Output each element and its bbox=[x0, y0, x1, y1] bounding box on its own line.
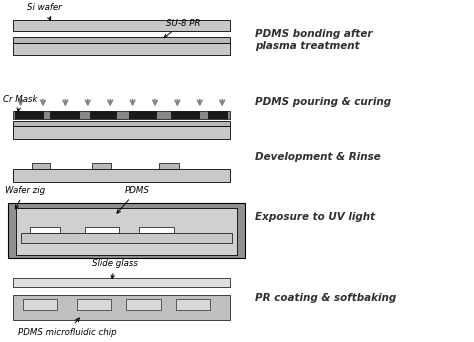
Bar bbox=[13, 295, 230, 320]
Text: PR coating & softbaking: PR coating & softbaking bbox=[255, 293, 396, 303]
Bar bbox=[16, 208, 237, 254]
Text: PDMS: PDMS bbox=[117, 186, 149, 213]
Bar bbox=[209, 111, 228, 119]
Bar bbox=[13, 20, 230, 31]
Text: Slide glass: Slide glass bbox=[92, 259, 137, 279]
Bar bbox=[171, 111, 201, 119]
Bar bbox=[13, 121, 230, 126]
Text: SU-8 PR: SU-8 PR bbox=[164, 18, 201, 38]
Bar bbox=[30, 227, 60, 233]
Text: PDMS pouring & curing: PDMS pouring & curing bbox=[255, 97, 391, 107]
Bar bbox=[176, 299, 210, 310]
Bar bbox=[13, 43, 230, 55]
Bar bbox=[20, 233, 232, 243]
Bar bbox=[13, 111, 230, 119]
Bar bbox=[77, 299, 111, 310]
Bar bbox=[32, 163, 50, 169]
Bar bbox=[50, 111, 80, 119]
Bar bbox=[139, 227, 174, 233]
Text: Cr Mask: Cr Mask bbox=[3, 94, 37, 111]
Bar bbox=[13, 126, 230, 139]
Bar bbox=[85, 227, 119, 233]
Bar bbox=[92, 163, 111, 169]
Bar bbox=[126, 299, 161, 310]
Bar bbox=[15, 111, 44, 119]
Bar bbox=[13, 169, 230, 182]
Bar bbox=[13, 278, 230, 287]
Text: PDMS microfluidic chip: PDMS microfluidic chip bbox=[18, 318, 116, 337]
Text: Wafer zig: Wafer zig bbox=[5, 186, 45, 209]
Bar bbox=[159, 163, 179, 169]
Text: Exposure to UV light: Exposure to UV light bbox=[255, 212, 375, 223]
Text: PDMS bonding after
plasma treatment: PDMS bonding after plasma treatment bbox=[255, 29, 372, 51]
Bar bbox=[129, 111, 157, 119]
Text: Development & Rinse: Development & Rinse bbox=[255, 152, 381, 162]
Bar bbox=[8, 202, 245, 259]
Bar bbox=[13, 37, 230, 43]
Bar bbox=[90, 111, 118, 119]
Text: Si wafer: Si wafer bbox=[27, 3, 62, 20]
Bar bbox=[23, 299, 57, 310]
